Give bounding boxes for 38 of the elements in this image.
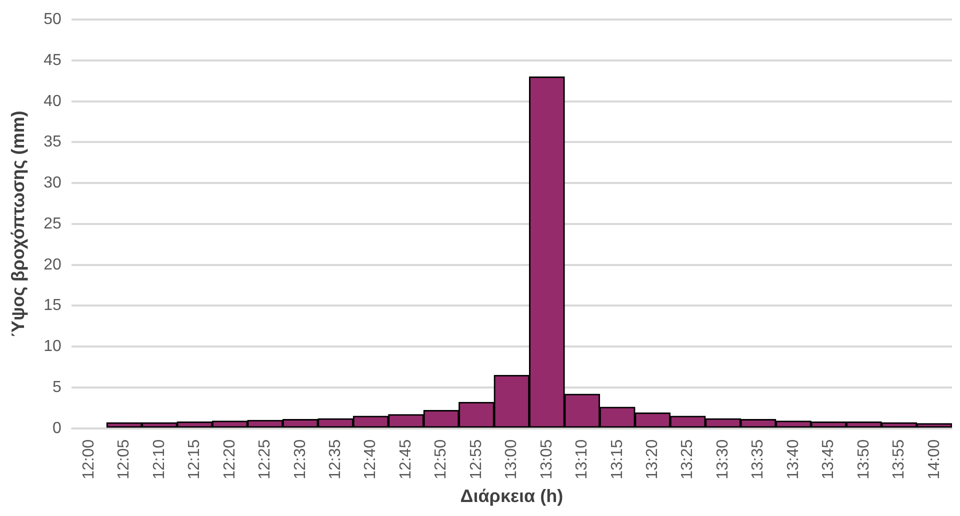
x-tick-label: 12:45	[397, 439, 414, 480]
x-tick-label: 13:00	[503, 439, 520, 480]
x-tick-label: 13:10	[574, 439, 591, 480]
y-tick-label: 15	[44, 297, 62, 314]
y-tick-label: 5	[52, 378, 62, 396]
x-tick-label: 13:25	[679, 439, 696, 480]
y-tick-label: 40	[44, 92, 62, 110]
x-tick-label: 12:25	[256, 439, 274, 480]
x-tick-label: 13:30	[714, 439, 732, 480]
x-tick-label: 13:55	[890, 439, 908, 480]
y-tick-label: 10	[44, 338, 62, 356]
x-tick-label: 12:35	[326, 439, 344, 480]
x-tick-label: 12:10	[150, 439, 168, 480]
x-tick-label: 12:00	[80, 439, 98, 480]
x-tick-label: 12:15	[186, 439, 204, 480]
y-tick-label: 30	[44, 174, 62, 192]
x-tick-label: 12:20	[221, 439, 238, 480]
x-tick-label: 13:50	[855, 439, 872, 480]
x-tick-label: 13:45	[820, 439, 838, 480]
x-tick-label: 13:15	[608, 439, 626, 480]
y-tick-label: 50	[44, 11, 62, 28]
x-tick-label: 13:40	[784, 439, 802, 480]
x-tick-label: 12:40	[362, 439, 380, 480]
y-tick-label: 0	[52, 420, 62, 437]
y-tick-label: 35	[44, 134, 62, 151]
x-tick-label: 12:50	[432, 439, 450, 480]
x-tick-label: 12:55	[468, 439, 485, 480]
x-tick-label: 12:30	[292, 439, 309, 480]
x-tick-label: 14:00	[926, 439, 943, 480]
y-tick-label: 45	[44, 52, 62, 69]
x-tick-label: 13:35	[750, 439, 767, 480]
y-tick-label: 20	[44, 256, 62, 274]
x-tick-label: 12:05	[116, 439, 133, 480]
x-axis-title: Διάρκεια (h)	[460, 486, 564, 506]
y-axis-title: Ύψος βροχόπτωσης (mm)	[8, 110, 28, 338]
y-tick-label: 25	[44, 215, 62, 232]
x-tick-label: 13:05	[538, 439, 556, 480]
x-tick-label: 13:20	[644, 439, 661, 480]
